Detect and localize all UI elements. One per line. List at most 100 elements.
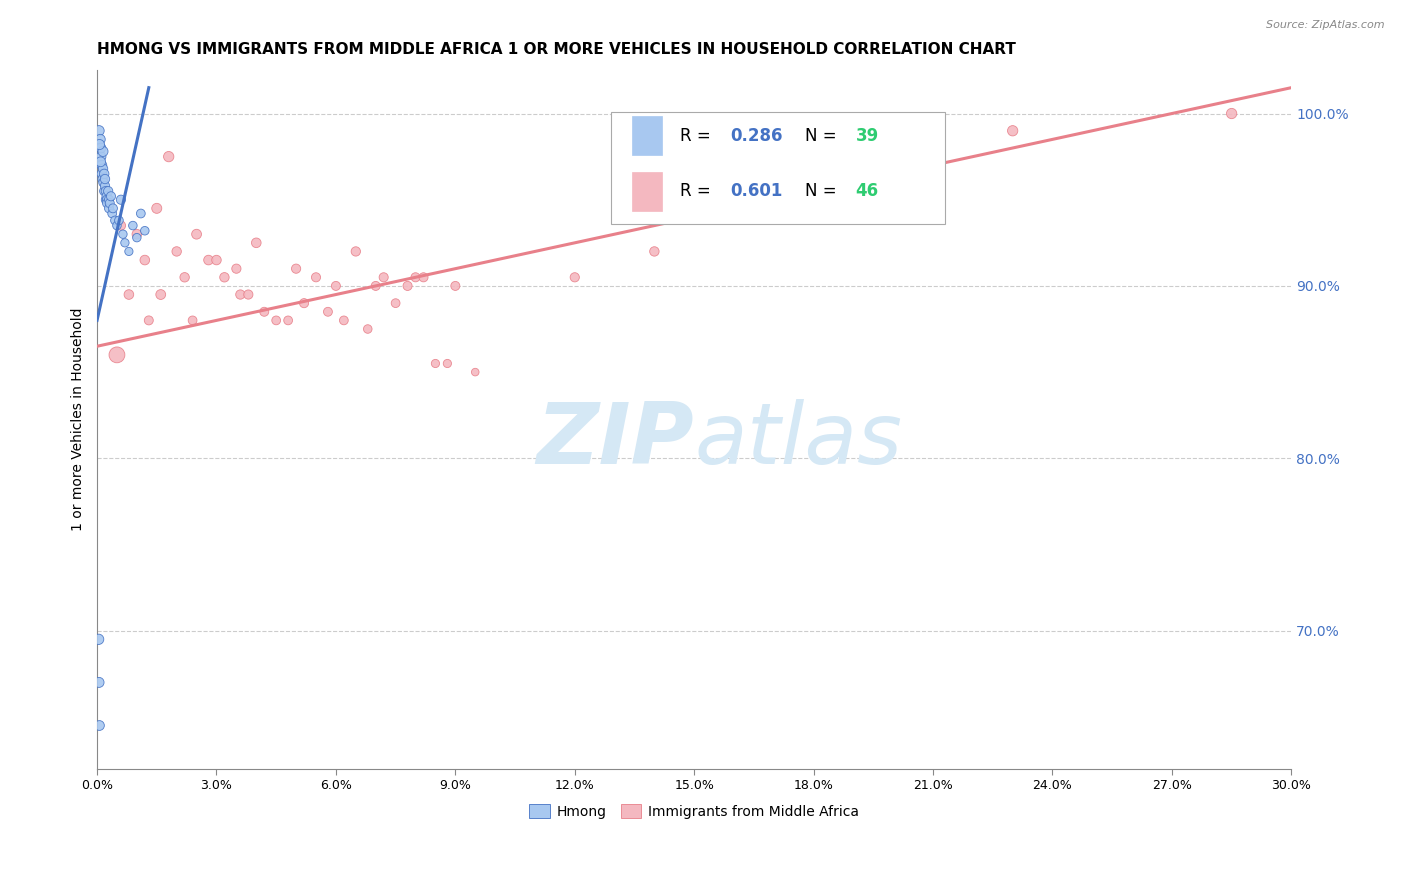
Point [316, 305, 339, 319]
Point [125, 227, 148, 242]
Point [803, 176, 825, 190]
Text: N =: N = [806, 127, 842, 145]
Point [444, 279, 467, 293]
Point [197, 253, 219, 268]
Point [166, 244, 188, 259]
Legend: Hmong, Immigrants from Middle Africa: Hmong, Immigrants from Middle Africa [523, 798, 865, 824]
Point [94, 178, 117, 193]
Point [145, 202, 167, 216]
Text: HMONG VS IMMIGRANTS FROM MIDDLE AFRICA 1 OR MORE VEHICLES IN HOUSEHOLD CORRELATI: HMONG VS IMMIGRANTS FROM MIDDLE AFRICA 1… [97, 42, 1017, 57]
Point [225, 261, 247, 276]
Text: atlas: atlas [695, 399, 903, 482]
Text: N =: N = [806, 183, 842, 201]
Point [90, 150, 112, 164]
Point [108, 213, 131, 227]
Point [87, 632, 110, 647]
Point [91, 161, 114, 176]
Point [134, 253, 156, 268]
Point [357, 322, 380, 336]
Point [93, 184, 115, 198]
Point [94, 184, 117, 198]
Point [100, 189, 122, 203]
Point [1001, 124, 1024, 138]
Point [277, 313, 299, 327]
Point [90, 167, 112, 181]
Point [412, 270, 434, 285]
Point [245, 235, 267, 250]
Point [373, 270, 395, 285]
Point [110, 219, 132, 233]
Point [384, 296, 406, 310]
FancyBboxPatch shape [610, 112, 945, 224]
Point [96, 189, 118, 203]
Point [89, 718, 111, 732]
Point [91, 172, 114, 186]
Text: 0.286: 0.286 [730, 127, 783, 145]
Point [253, 305, 276, 319]
Text: Source: ZipAtlas.com: Source: ZipAtlas.com [1267, 20, 1385, 29]
Point [149, 287, 172, 301]
Point [91, 145, 114, 159]
Point [96, 193, 118, 207]
Text: R =: R = [681, 127, 716, 145]
Point [105, 348, 128, 362]
Point [292, 296, 315, 310]
Point [114, 235, 136, 250]
Point [104, 213, 127, 227]
Point [186, 227, 208, 242]
Bar [633, 116, 662, 155]
Point [205, 253, 228, 268]
Point [93, 176, 115, 190]
Point [98, 196, 121, 211]
Point [125, 230, 148, 244]
Point [118, 244, 141, 259]
Text: 0.601: 0.601 [730, 183, 782, 201]
Point [181, 313, 204, 327]
Point [405, 270, 427, 285]
Point [118, 287, 141, 301]
Point [89, 137, 111, 152]
Y-axis label: 1 or more Vehicles in Household: 1 or more Vehicles in Household [72, 308, 86, 532]
Point [122, 219, 145, 233]
Point [229, 287, 252, 301]
Text: 46: 46 [855, 183, 879, 201]
Point [138, 313, 160, 327]
Point [90, 158, 112, 172]
Point [436, 357, 458, 371]
Bar [633, 172, 662, 211]
Point [396, 279, 419, 293]
Point [94, 193, 117, 207]
Point [157, 150, 180, 164]
Point [111, 227, 134, 242]
Point [101, 206, 124, 220]
Point [97, 184, 120, 198]
Point [464, 365, 486, 379]
Point [87, 675, 110, 690]
Point [333, 313, 356, 327]
Point [90, 154, 112, 169]
Text: R =: R = [681, 183, 716, 201]
Point [129, 206, 152, 220]
Point [110, 193, 132, 207]
Point [93, 167, 115, 181]
Point [94, 172, 117, 186]
Text: 39: 39 [855, 127, 879, 145]
Text: ZIP: ZIP [537, 399, 695, 482]
Point [101, 202, 124, 216]
Point [173, 270, 195, 285]
Point [214, 270, 236, 285]
Point [1220, 106, 1243, 120]
Point [325, 279, 347, 293]
Point [643, 244, 665, 259]
Point [564, 270, 586, 285]
Point [285, 261, 308, 276]
Point [305, 270, 328, 285]
Point [96, 196, 118, 211]
Point [98, 202, 121, 216]
Point [105, 219, 128, 233]
Point [364, 279, 387, 293]
Point [238, 287, 260, 301]
Point [98, 193, 121, 207]
Point [87, 124, 110, 138]
Point [264, 313, 287, 327]
